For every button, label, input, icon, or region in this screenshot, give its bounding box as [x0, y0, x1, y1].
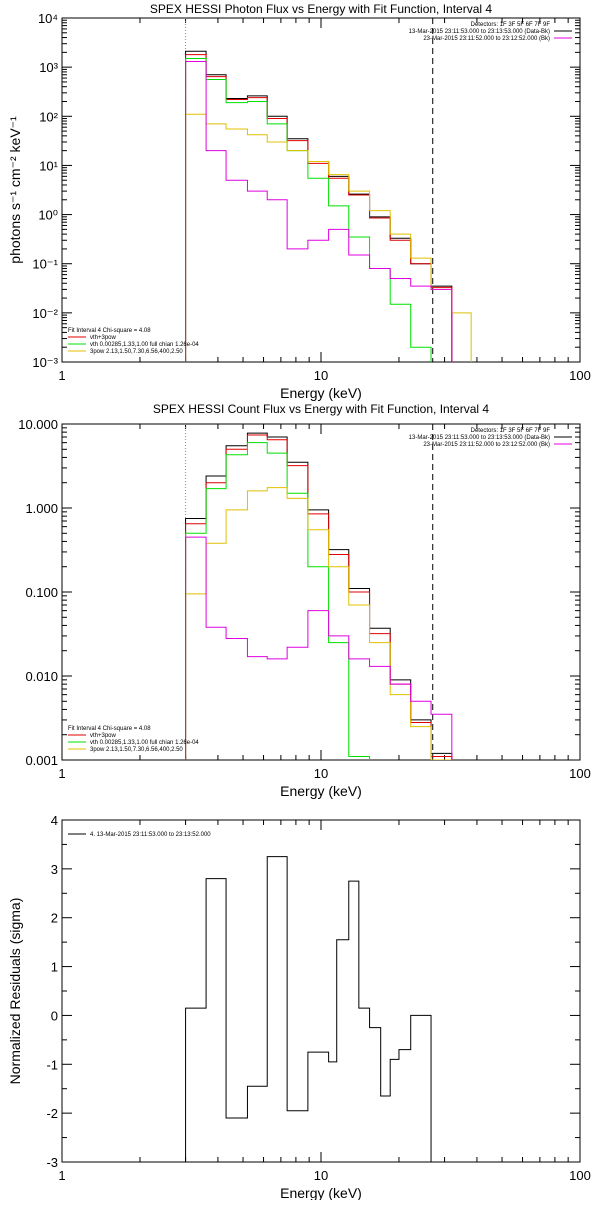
y-tick-label: 0.100: [25, 585, 58, 600]
legend-right-entry: Detectors: 1F 3F 5F 6F 7F 9F: [471, 22, 551, 28]
series-line-vth-3pow: [185, 54, 453, 362]
series-line-bk: [185, 536, 453, 760]
series-line-3pow: [185, 113, 472, 362]
panel-2: SPEX HESSI Count Flux vs Energy with Fit…: [18, 402, 591, 799]
x-tick-label: 1: [58, 766, 65, 781]
x-tick-label: 1: [58, 368, 65, 383]
legend-left-entry: vth 0.00285,1.33,1.00 full chian 1.26e-0…: [90, 342, 199, 348]
x-tick-label: 100: [569, 368, 591, 383]
legend-left-entry: vth+3pow: [90, 733, 117, 739]
y-tick-label: 4: [51, 813, 58, 828]
x-tick-label: 10: [314, 368, 328, 383]
legend-left-entry: vth+3pow: [90, 335, 117, 341]
series-group: [185, 432, 453, 760]
y-tick-label: 10³: [39, 60, 58, 75]
x-axis-label: Energy (keV): [280, 783, 362, 799]
legend-right-entry: Detectors: 1F 3F 5F 6F 7F 9F: [471, 428, 551, 434]
y-tick-label: 10¹: [39, 158, 58, 173]
legend-left-entry: Fit Interval 4 Chi-square = 4.08: [68, 328, 151, 334]
panel-3: 1 10 100 Energy (keV) -3 -2 -1 0 1 2 3 4 Normalized …: [7, 813, 591, 1201]
y-tick-label: 0.001: [25, 753, 58, 768]
plot-frame: [61, 17, 581, 363]
y-tick-label: 2: [51, 911, 58, 926]
x-tick-label: 10: [314, 766, 328, 781]
x-axis-label: Energy (keV): [280, 1185, 362, 1200]
y-tick-label: 1: [51, 960, 58, 975]
series-line-bk: [185, 61, 453, 362]
plot-frame: [61, 423, 581, 761]
y-tick-label: 10²: [39, 109, 58, 124]
x-tick-label: 100: [569, 766, 591, 781]
legend-left-entry: 3pow 2.13,1.50,7.30,6.56,400,2.50: [90, 349, 183, 355]
y-tick-label: 10⁻³: [32, 355, 58, 370]
x-tick-label: 1: [58, 1168, 65, 1183]
chart-title: SPEX HESSI Photon Flux vs Energy with Fi…: [150, 2, 492, 16]
series-group: [185, 50, 472, 362]
panel-1: SPEX HESSI Photon Flux vs Energy with Fi…: [7, 2, 591, 401]
legend-left-entry: vth 0.00285,1.33,1.00 full chian 1.26e-0…: [90, 740, 199, 746]
legend-right-entry: 13-Mar-2015 23:11:53.000 to 23:13:53.000…: [409, 435, 550, 441]
x-tick-label: 100: [569, 1168, 591, 1183]
x-tick-label: 10: [314, 1168, 328, 1183]
y-tick-label: 1.000: [25, 501, 58, 516]
series-group: [185, 856, 432, 1162]
y-tick-label: 10⁴: [38, 11, 58, 26]
chart-title: SPEX HESSI Count Flux vs Energy with Fit…: [153, 402, 489, 416]
y-tick-label: 0.010: [25, 669, 58, 684]
series-line-data-bk: [185, 50, 453, 362]
series-line-residuals: [185, 856, 432, 1162]
y-tick-label: 10⁻²: [32, 306, 58, 321]
y-tick-label: -2: [46, 1106, 58, 1121]
legend-right-entry: 23-Mar-2015 23:11:52.000 to 23:12:52.000…: [423, 36, 550, 42]
series-line-3pow: [185, 487, 453, 760]
y-tick-label: 10⁻¹: [32, 257, 58, 272]
legend-left-entry: 3pow 2.13,1.50,7.30,6.56,400,2.50: [90, 747, 183, 753]
x-axis-label: Energy (keV): [280, 385, 362, 401]
y-axis-label: Normalized Residuals (sigma): [7, 898, 23, 1085]
y-axis-label: photons s⁻¹ cm⁻² keV⁻¹: [7, 116, 23, 264]
y-tick-label: 3: [51, 862, 58, 877]
legend-left-entry: 4. 13-Mar-2015 23:11:53.000 to 23:13:52.…: [90, 832, 211, 838]
y-tick-label: 10⁰: [38, 208, 58, 223]
series-line-vth: [185, 57, 432, 362]
y-tick-label: -3: [46, 1155, 58, 1170]
series-line-vth-3pow: [185, 434, 453, 760]
series-line-vth: [185, 442, 371, 760]
y-tick-label: 10.000: [18, 417, 58, 432]
legend-left-entry: Fit Interval 4 Chi-square = 4.08: [68, 726, 151, 732]
plot-frame: [61, 819, 581, 1163]
legend-right-entry: 23-Mar-2015 23:11:52.000 to 23:12:52.000…: [423, 442, 550, 448]
legend-right-entry: 13-Mar-2015 23:11:53.000 to 23:13:53.000…: [409, 29, 550, 35]
y-tick-label: 0: [51, 1008, 58, 1023]
y-tick-label: -1: [46, 1057, 58, 1072]
